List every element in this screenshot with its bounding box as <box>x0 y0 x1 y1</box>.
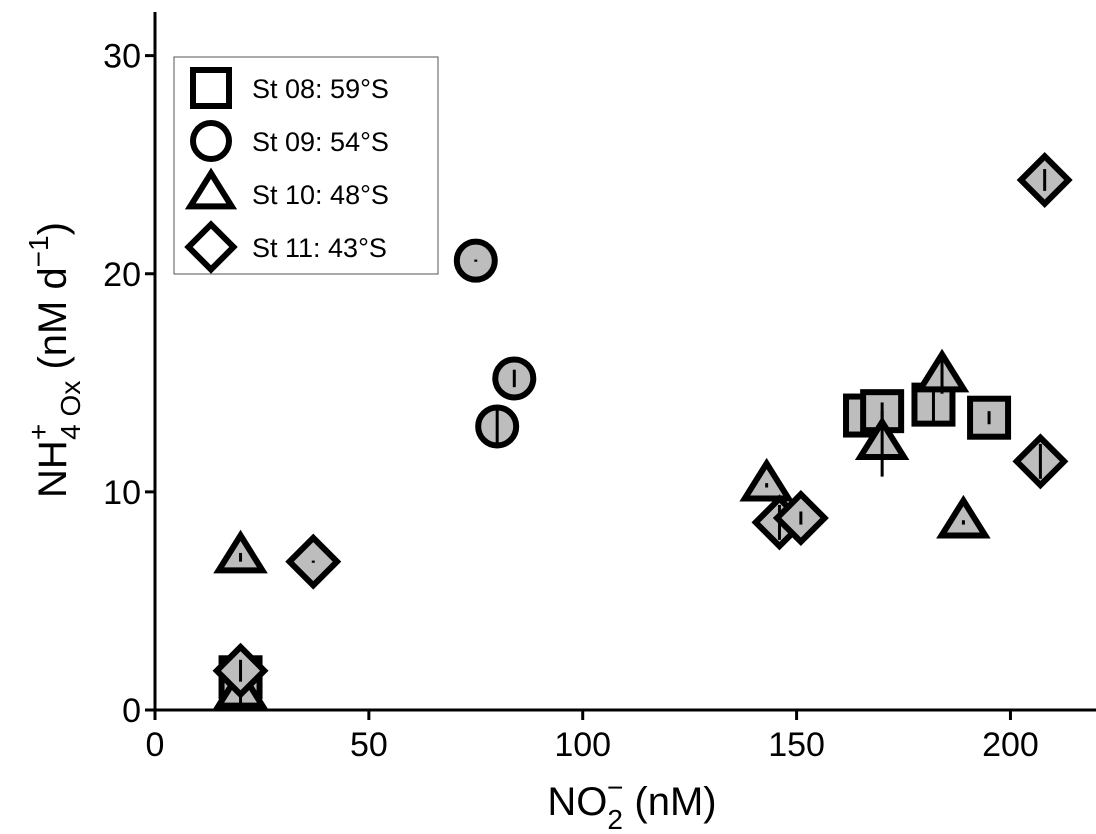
x-tick-label: 150 <box>768 726 825 764</box>
y-tick-label: 0 <box>122 692 141 730</box>
legend-label: St 09: 54°S <box>252 127 389 157</box>
y-tick-label: 10 <box>103 474 141 512</box>
point-triangle-6 <box>936 494 991 539</box>
legend-diamond-icon <box>184 220 238 274</box>
legend-label: St 08: 59°S <box>252 74 389 104</box>
point-triangle-3 <box>739 457 794 502</box>
legend-circle-icon <box>190 120 232 162</box>
y-axis-title-unit-end: ) <box>31 222 75 235</box>
data-marks <box>212 151 1073 709</box>
x-axis-title-sub: 2 <box>607 804 623 834</box>
x-tick-label: 50 <box>350 726 388 764</box>
legend: St 08: 59°S St 09: 54°S St 10: 48°S St 11: … <box>173 56 439 275</box>
point-triangle-2 <box>213 529 268 574</box>
y-tick-label: 30 <box>103 38 141 76</box>
x-tick-label: 100 <box>554 726 611 764</box>
legend-box <box>173 56 439 275</box>
x-axis-title-sup: − <box>607 772 623 803</box>
y-axis-title-unit: (nM d <box>31 267 75 380</box>
x-tick-label: 0 <box>146 726 165 764</box>
x-axis-title: NO2− (nM) <box>547 772 716 834</box>
legend-square-icon <box>190 67 232 109</box>
y-axis-title: NH+4 Ox (nM d−1) <box>23 222 86 498</box>
legend-triangle-icon <box>184 167 238 210</box>
y-axis-ticks: 0 10 20 30 <box>103 38 155 730</box>
x-tick-label: 200 <box>982 726 1039 764</box>
y-axis-title-sup: + <box>23 424 54 440</box>
legend-label: St 11: 43°S <box>252 233 387 263</box>
legend-items: St 08: 59°S St 09: 54°S St 10: 48°S St 11: … <box>184 67 389 274</box>
x-axis-title-unit: (nM) <box>623 780 716 824</box>
legend-label: St 10: 48°S <box>252 180 389 210</box>
y-tick-label: 20 <box>103 256 141 294</box>
x-axis-ticks: 0 50 100 150 200 <box>146 710 1039 764</box>
y-axis-title-sub: 4 Ox <box>55 381 86 440</box>
y-axis-title-unit-sup: −1 <box>23 235 54 267</box>
